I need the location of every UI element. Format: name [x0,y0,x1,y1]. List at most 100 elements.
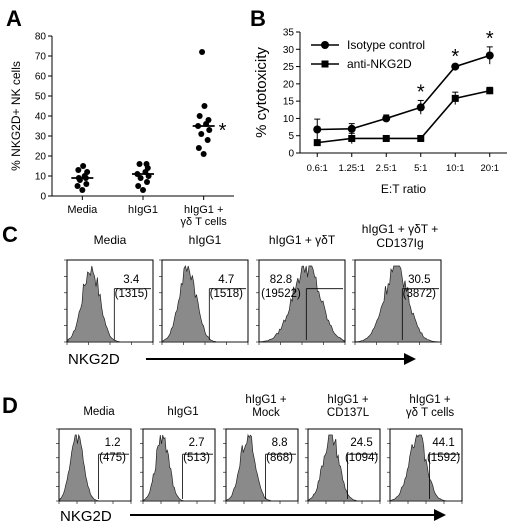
series-line [317,54,490,131]
panel-letter-b: B [250,6,266,31]
data-point [347,124,356,133]
histogram-condition-label-line: CD137Ig [376,236,423,250]
data-point [205,117,212,123]
x-category-label-line: hIgG1 [128,204,158,216]
data-point [83,181,90,187]
significance-asterisk: * [219,120,227,142]
data-point [417,134,425,142]
mfi-label: (513) [183,452,210,464]
x-category-label-line: γδ T cells [181,216,228,228]
percent-label: 82.8 [270,274,292,286]
y-tick-label: 60 [35,72,47,83]
axis-label: NKG2D [68,351,120,368]
histogram-condition-label: hIgG1 + γδT [269,233,336,247]
mfi-label: (1592) [427,452,460,464]
percent-label: 30.5 [408,274,430,286]
y-tick-label: 5 [288,131,294,142]
histogram-condition-label: hIgG1 + γδ T cells [406,394,455,419]
histogram-condition-label-line: hIgG1 [167,406,198,418]
y-axis-label: % cytotoxicity [253,47,270,138]
percent-label: 24.5 [350,437,372,449]
histogram-condition-label-line: hIgG1 + [409,394,451,406]
x-category-label-line: hIgG1 + [184,204,223,216]
significance-asterisk: * [486,28,494,50]
y-tick-label: 30 [283,45,295,56]
mfi-label: (868) [266,452,293,464]
histogram-distribution [162,265,247,343]
percent-label: 3.4 [123,274,140,286]
x-tick-label: 0.6:1 [307,163,328,174]
panel-b-line-chart: 0 5 10 15 20 25 30 35 0.6:1 1.25:1 2.5:1 5:1 10:1 20:… [253,28,507,196]
data-point [200,151,207,157]
histogram-condition-label: hIgG1 + Mock [245,394,287,419]
data-point [140,187,146,193]
y-axis-label: % NKG2D+ NK cells [9,61,23,171]
significance-asterisk: * [417,81,425,103]
data-point [451,62,460,71]
histogram-condition-label: Media [94,233,127,247]
data-point [416,103,425,112]
data-point [313,125,322,134]
x-tick-label: 2.5:1 [376,163,397,174]
data-point [136,161,143,167]
y-tick-label: 15 [283,97,295,108]
data-point [137,175,144,181]
legend-label: Isotype control [347,38,425,52]
x-category-label: hIgG1 + γδ T cells [181,204,228,228]
data-point [485,51,494,60]
y-tick-label: 30 [35,132,47,143]
data-point [199,49,206,55]
data-point [451,94,459,102]
data-point [204,137,211,143]
y-tick-label: 70 [35,52,47,63]
panel-letter-c: C [2,222,18,247]
y-tick-label: 25 [283,62,295,73]
x-tick-label: 20:1 [481,163,500,174]
axis-arrow-head [434,509,446,521]
data-point [196,113,203,119]
y-tick-label: 10 [35,172,47,183]
axis-label: NKG2D [60,508,112,524]
histogram-distribution [143,434,214,502]
data-point [75,167,82,173]
histogram-condition-label: hIgG1 + γδT + CD137Ig [362,222,439,250]
series-line [317,89,490,144]
legend-marker [321,41,329,49]
x-category-label: Media [67,204,98,216]
significance-asterisk: * [451,46,459,68]
data-point [84,169,91,175]
data-point [195,145,202,151]
data-point [382,134,390,142]
y-tick-label: 20 [35,152,47,163]
histogram-distribution [355,265,441,343]
histogram-condition-label-line: hIgG1 + γδT + [362,222,439,236]
percent-label: 44.1 [432,437,454,449]
histogram-condition-label: Media [83,406,115,418]
axis-arrow-head [404,353,416,365]
mfi-label: (475) [99,452,126,464]
panel-a-scatter: 0 10 20 30 40 50 60 70 80 % NKG2D+ NK cells Media h… [9,32,234,228]
data-point [144,179,150,185]
y-tick-label: 50 [35,92,47,103]
mfi-label: (1094) [345,452,378,464]
mfi-label: (1518) [210,288,243,300]
y-tick-label: 35 [283,28,295,39]
histogram-distribution [259,265,345,343]
y-tick-label: 20 [283,79,295,90]
percent-label: 2.7 [189,437,205,449]
data-point [80,163,87,169]
histogram-distribution [390,434,461,502]
histogram-condition-label: hIgG1 [167,406,198,418]
histogram-condition-label-line: hIgG1 + [245,394,287,406]
data-point [143,161,150,167]
histogram-condition-label-line: hIgG1 [189,233,222,247]
data-point [486,87,494,95]
mfi-label: (3872) [403,288,436,300]
data-point [201,103,208,109]
histogram-condition-label-line: Mock [252,407,280,419]
histogram-condition-label-line: γδ T cells [406,407,455,419]
data-point [79,187,86,193]
data-point [198,131,205,137]
percent-label: 1.2 [105,437,121,449]
